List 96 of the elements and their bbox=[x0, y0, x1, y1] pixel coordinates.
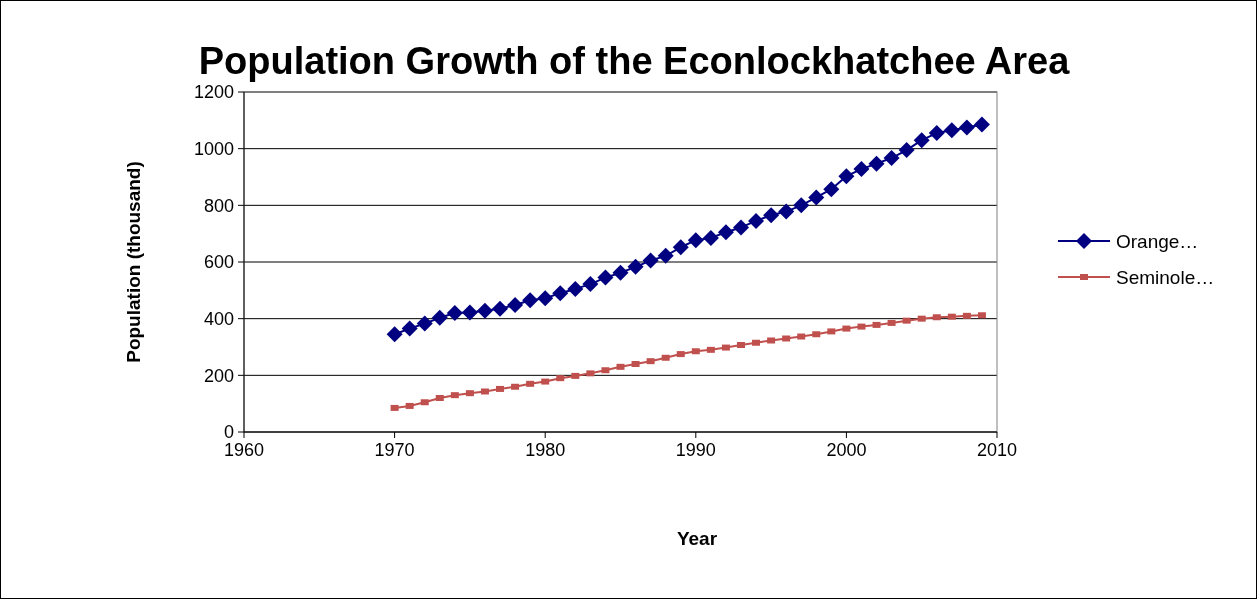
point bbox=[853, 161, 870, 178]
legend-label: Orange… bbox=[1116, 230, 1199, 252]
point bbox=[748, 212, 765, 229]
point bbox=[917, 315, 926, 322]
point bbox=[601, 367, 610, 374]
point bbox=[616, 363, 625, 370]
point bbox=[842, 325, 851, 332]
x-tick-label: 2010 bbox=[976, 440, 1018, 460]
point bbox=[390, 404, 399, 411]
point bbox=[797, 333, 806, 340]
point bbox=[480, 388, 489, 395]
point bbox=[872, 321, 881, 328]
point bbox=[702, 229, 719, 246]
y-tick-label: 600 bbox=[203, 252, 234, 273]
point bbox=[706, 346, 715, 353]
point bbox=[420, 399, 429, 406]
point bbox=[902, 317, 911, 324]
point bbox=[898, 142, 915, 159]
point bbox=[476, 302, 493, 319]
point bbox=[450, 392, 459, 399]
point bbox=[721, 344, 730, 351]
point bbox=[857, 323, 866, 330]
point bbox=[672, 239, 689, 256]
point bbox=[511, 383, 520, 390]
point bbox=[717, 224, 734, 241]
point bbox=[782, 335, 791, 342]
point bbox=[928, 125, 945, 142]
point bbox=[461, 304, 478, 321]
point bbox=[496, 385, 505, 392]
point bbox=[541, 378, 550, 385]
x-tick-label: 1980 bbox=[525, 440, 566, 460]
point bbox=[582, 276, 599, 293]
y-tick-label: 400 bbox=[203, 308, 234, 329]
point bbox=[661, 354, 670, 361]
point bbox=[973, 116, 990, 133]
x-tick-label: 1970 bbox=[374, 440, 415, 460]
point bbox=[932, 314, 941, 321]
point bbox=[431, 309, 448, 326]
point bbox=[571, 372, 580, 379]
y-axis-title: Population (thousand) bbox=[123, 161, 144, 363]
point bbox=[868, 155, 885, 172]
point bbox=[552, 285, 569, 302]
point bbox=[642, 252, 659, 269]
point bbox=[767, 337, 776, 344]
x-tick-label: 2000 bbox=[826, 440, 867, 460]
point bbox=[778, 203, 795, 220]
point bbox=[646, 358, 655, 365]
point bbox=[507, 297, 524, 314]
point bbox=[793, 197, 810, 214]
point bbox=[401, 320, 418, 337]
point bbox=[405, 402, 414, 409]
point bbox=[827, 328, 836, 335]
point bbox=[537, 290, 554, 307]
point bbox=[913, 132, 930, 149]
point bbox=[657, 247, 674, 264]
point bbox=[627, 258, 644, 275]
y-tick-label: 1000 bbox=[193, 138, 234, 159]
point bbox=[492, 300, 509, 317]
point bbox=[736, 342, 745, 349]
point bbox=[586, 370, 595, 377]
legend-label: Seminole… bbox=[1116, 266, 1215, 288]
point bbox=[812, 331, 821, 338]
point bbox=[416, 315, 433, 332]
point bbox=[732, 219, 749, 236]
point bbox=[567, 280, 584, 297]
x-tick-label: 1990 bbox=[675, 440, 716, 460]
point bbox=[752, 339, 761, 346]
point bbox=[808, 189, 825, 206]
point bbox=[763, 207, 780, 224]
point bbox=[962, 312, 971, 319]
point bbox=[838, 168, 855, 185]
x-tick-label: 1960 bbox=[223, 440, 265, 460]
y-tick-label: 1200 bbox=[193, 82, 234, 103]
point bbox=[691, 348, 700, 355]
point bbox=[446, 305, 463, 321]
chart-title: Population Growth of the Econlockhatchee Area bbox=[198, 40, 1071, 82]
point bbox=[676, 351, 685, 358]
point bbox=[526, 380, 535, 387]
point bbox=[522, 292, 539, 309]
point bbox=[977, 312, 986, 319]
point bbox=[883, 150, 900, 167]
point bbox=[556, 375, 565, 382]
y-tick-label: 200 bbox=[203, 365, 234, 386]
point bbox=[958, 119, 975, 136]
point bbox=[386, 326, 403, 343]
y-tick-label: 800 bbox=[203, 195, 234, 216]
y-tick-label: 0 bbox=[223, 422, 234, 443]
point bbox=[943, 122, 960, 139]
point bbox=[947, 313, 956, 320]
point bbox=[823, 181, 840, 198]
point bbox=[597, 269, 614, 286]
point bbox=[687, 232, 704, 249]
x-axis-title: Year bbox=[676, 528, 718, 549]
point bbox=[612, 264, 629, 281]
point bbox=[887, 319, 896, 326]
point bbox=[465, 390, 474, 397]
